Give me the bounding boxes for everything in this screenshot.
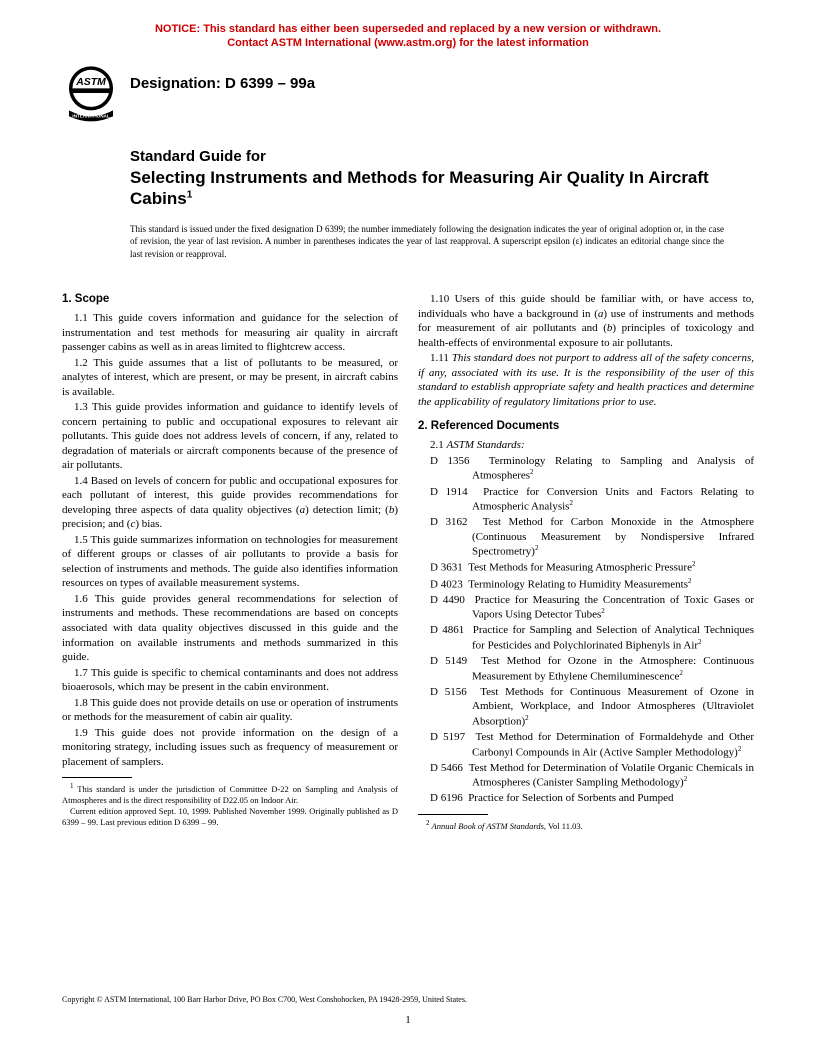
copyright-line: Copyright © ASTM International, 100 Barr… — [62, 995, 467, 1004]
scope-1-9: 1.9 This guide does not provide informat… — [62, 726, 398, 770]
ref-item: D 3162 Test Method for Carbon Monoxide i… — [418, 515, 754, 559]
svg-text:INTERNATIONAL: INTERNATIONAL — [72, 113, 110, 118]
body-columns: 1. Scope 1.1 This guide covers informati… — [62, 292, 754, 832]
scope-1-8: 1.8 This guide does not provide details … — [62, 696, 398, 725]
scope-1-6: 1.6 This guide provides general recommen… — [62, 592, 398, 665]
astm-logo-icon: ASTM INTERNATIONAL — [62, 64, 120, 122]
ref-item: D 4023 Terminology Relating to Humidity … — [418, 577, 754, 592]
title-block: Standard Guide for Selecting Instruments… — [130, 148, 734, 209]
title-main-text: Selecting Instruments and Methods for Me… — [130, 168, 709, 208]
scope-1-4: 1.4 Based on levels of concern for publi… — [62, 474, 398, 532]
footnote-2: 2 Annual Book of ASTM Standards, Vol 11.… — [418, 819, 754, 832]
scope-1-7: 1.7 This guide is specific to chemical c… — [62, 666, 398, 695]
designation-text: Designation: D 6399 – 99a — [130, 75, 315, 92]
scope-heading: 1. Scope — [62, 292, 398, 307]
svg-text:ASTM: ASTM — [75, 77, 106, 88]
ref-item: D 1356 Terminology Relating to Sampling … — [418, 454, 754, 484]
ref-item: D 5197 Test Method for Determination of … — [418, 730, 754, 760]
ref-item: D 5156 Test Methods for Continuous Measu… — [418, 685, 754, 729]
scope-1-11: 1.11 This standard does not purport to a… — [418, 351, 754, 409]
issuance-note: This standard is issued under the fixed … — [130, 223, 724, 259]
refs-heading: 2. Referenced Documents — [418, 419, 754, 434]
notice-line1: NOTICE: This standard has either been su… — [155, 23, 661, 35]
footnote-rule-left — [62, 777, 132, 778]
ref-item: D 5466 Test Method for Determination of … — [418, 761, 754, 791]
ref-item: D 6196 Practice for Selection of Sorbent… — [418, 791, 754, 806]
title-lead: Standard Guide for — [130, 148, 734, 167]
footnote-1b: Current edition approved Sept. 10, 1999.… — [62, 806, 398, 828]
logo-designation-row: ASTM INTERNATIONAL Designation: D 6399 –… — [62, 64, 754, 122]
ref-item: D 3631 Test Methods for Measuring Atmosp… — [418, 560, 754, 575]
supersession-notice: NOTICE: This standard has either been su… — [0, 22, 816, 51]
ref-item: D 1914 Practice for Conversion Units and… — [418, 485, 754, 515]
scope-1-3: 1.3 This guide provides information and … — [62, 400, 398, 473]
title-sup: 1 — [187, 189, 193, 200]
notice-line2: Contact ASTM International (www.astm.org… — [227, 37, 589, 49]
scope-1-10: 1.10 Users of this guide should be famil… — [418, 292, 754, 350]
ref-item: D 4861 Practice for Sampling and Selecti… — [418, 623, 754, 653]
title-main: Selecting Instruments and Methods for Me… — [130, 167, 734, 210]
ref-item: D 5149 Test Method for Ozone in the Atmo… — [418, 654, 754, 684]
footnote-rule-right — [418, 814, 488, 815]
scope-1-2: 1.2 This guide assumes that a list of po… — [62, 356, 398, 400]
refs-list: D 1356 Terminology Relating to Sampling … — [418, 454, 754, 806]
footnote-1: 1 This standard is under the jurisdictio… — [62, 782, 398, 806]
refs-sub: 2.1 ASTM Standards: — [418, 438, 754, 453]
ref-item: D 4490 Practice for Measuring the Concen… — [418, 593, 754, 623]
scope-1-5: 1.5 This guide summarizes information on… — [62, 533, 398, 591]
left-column: 1. Scope 1.1 This guide covers informati… — [62, 292, 398, 832]
document-header: ASTM INTERNATIONAL Designation: D 6399 –… — [62, 64, 754, 260]
page-number: 1 — [0, 1014, 816, 1026]
scope-1-1: 1.1 This guide covers information and gu… — [62, 311, 398, 355]
right-column: 1.10 Users of this guide should be famil… — [418, 292, 754, 832]
